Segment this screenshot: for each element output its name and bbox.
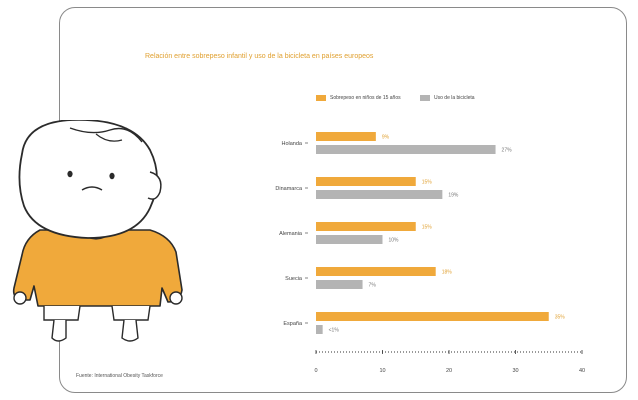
legend-swatch-series-2	[420, 95, 431, 101]
x-tick-label: 10	[379, 368, 385, 374]
data-label: <1%	[329, 328, 340, 334]
bar-overweight	[316, 132, 376, 141]
category-label: Dinamarca	[275, 186, 303, 192]
bar-bicycle	[316, 280, 363, 289]
data-label: 15%	[422, 225, 433, 231]
bar-overweight	[316, 222, 416, 231]
data-label: 27%	[502, 148, 513, 154]
legend-item-series-1: Sobrepeso en niños de 15 años	[316, 95, 401, 101]
source-note: Fuente: International Obesity Taskforce	[76, 373, 163, 379]
chart-legend: Sobrepeso en niños de 15 años Uso de la …	[316, 95, 493, 103]
data-label: 7%	[369, 283, 377, 289]
sad-child-character-icon	[12, 120, 183, 342]
chart-title: Relación entre sobrepeso infantil y uso …	[145, 53, 374, 60]
data-label: 19%	[448, 193, 459, 199]
bar-bicycle	[316, 235, 383, 244]
x-tick-label: 20	[446, 368, 452, 374]
data-label: 35%	[555, 315, 566, 321]
legend-label-series-2: Uso de la bicicleta	[434, 95, 475, 101]
bar-overweight	[316, 267, 436, 276]
data-label: 18%	[442, 270, 453, 276]
category-label: Holanda	[282, 141, 303, 147]
bar-overweight	[316, 177, 416, 186]
data-label: 9%	[382, 135, 390, 141]
x-tick-label: 0	[314, 368, 317, 374]
legend-swatch-series-1	[316, 95, 326, 101]
x-tick-label: 30	[512, 368, 518, 374]
x-tick-label: 40	[579, 368, 585, 374]
legend-item-series-2: Uso de la bicicleta	[420, 95, 475, 101]
bar-bicycle	[316, 325, 323, 334]
data-label: 15%	[422, 180, 433, 186]
legend-label-series-1: Sobrepeso en niños de 15 años	[330, 95, 401, 101]
bar-overweight	[316, 312, 549, 321]
category-label: Suecia	[285, 276, 303, 282]
bar-bicycle	[316, 145, 496, 154]
category-label: España	[283, 321, 303, 327]
category-label: Alemania	[279, 231, 303, 237]
data-label: 10%	[389, 238, 400, 244]
bar-bicycle	[316, 190, 443, 199]
